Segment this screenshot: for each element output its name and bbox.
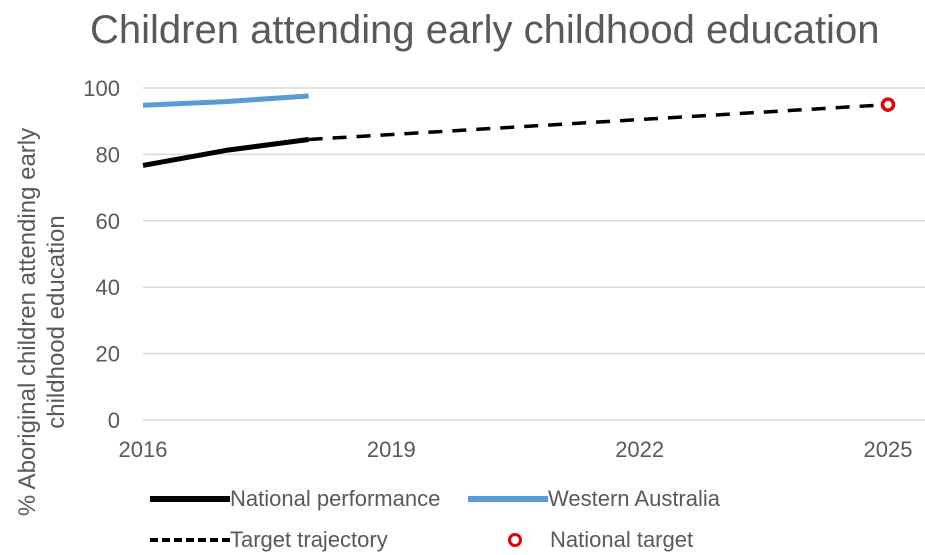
- series-line-target-trajectory: [308, 102, 889, 142]
- legend-swatch-target-trajectory: [150, 538, 230, 542]
- y-tick-label: 40: [96, 275, 120, 300]
- legend-label-national-target: National target: [550, 527, 694, 552]
- gridlines: [143, 87, 925, 421]
- legend: National performance Western Australia T…: [150, 482, 910, 555]
- legend-item-target-trajectory: Target trajectory: [150, 525, 388, 555]
- legend-swatch-national-performance: [150, 496, 230, 502]
- legend-item-western-australia: Western Australia: [468, 484, 720, 514]
- y-tick-label: 80: [96, 142, 120, 167]
- y-tick-label: 60: [96, 209, 120, 234]
- series-line-western-australia: [142, 93, 309, 108]
- legend-marker-national-target: [500, 525, 530, 555]
- legend-item-national-performance: National performance: [150, 484, 440, 514]
- x-tick-label: 2019: [367, 437, 416, 462]
- series-line-national-performance: [142, 137, 309, 168]
- legend-item-national-target: National target: [500, 525, 693, 555]
- x-tick-label: 2025: [864, 437, 913, 462]
- y-tick-label: 0: [108, 408, 120, 433]
- plot-area: 0 20 40 60 80 100 2016 2019 2022 2025: [83, 76, 925, 462]
- x-tick-label: 2016: [119, 437, 168, 462]
- legend-swatch-western-australia: [468, 496, 548, 502]
- legend-label-western-australia: Western Australia: [548, 486, 721, 511]
- x-tick-label: 2022: [615, 437, 664, 462]
- series-point-national-target: [880, 97, 896, 112]
- chart-title: Children attending early childhood educa…: [90, 8, 880, 52]
- legend-label-target-trajectory: Target trajectory: [230, 527, 388, 552]
- y-tick-label: 20: [96, 342, 120, 367]
- legend-label-national-performance: National performance: [230, 486, 441, 511]
- y-tick-label: 100: [83, 76, 120, 101]
- axis-ticks: 0 20 40 60 80 100 2016 2019 2022 2025: [83, 76, 912, 462]
- series: [142, 93, 896, 168]
